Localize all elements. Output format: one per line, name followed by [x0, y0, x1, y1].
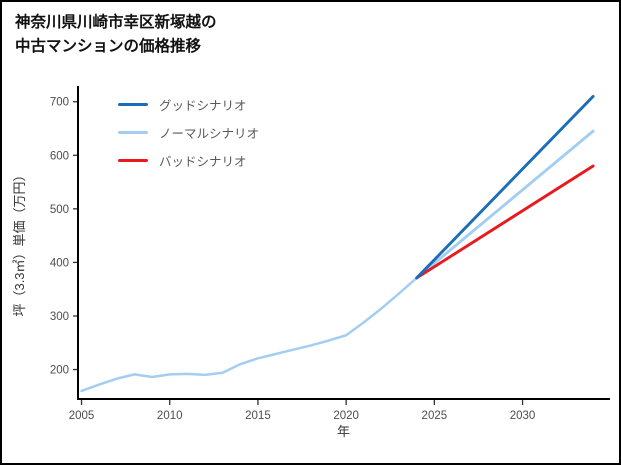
- legend-label: ノーマルシナリオ: [159, 127, 260, 141]
- price-trend-chart: 200 300 400 500 600 700 2005 2010 2015 2020 2025 20…: [12, 86, 610, 439]
- chart-legend: グッドシナリオ ノーマルシナリオ バッドシナリオ: [118, 94, 259, 171]
- page-title-line2: 中古マンションの価格推移: [15, 38, 202, 56]
- y-tick-label: 200: [50, 365, 69, 377]
- y-tick-label: 300: [50, 311, 69, 323]
- legend-item: グッドシナリオ: [118, 94, 259, 115]
- history-line: [80, 276, 418, 393]
- page-title: 神奈川県川崎市幸区新塚越の 中古マンションの価格推移: [15, 11, 217, 59]
- legend-swatch: [118, 159, 148, 162]
- x-tick-label: 2025: [422, 410, 448, 422]
- y-tick-label: 700: [50, 97, 69, 109]
- legend-label: バッドシナリオ: [159, 155, 247, 169]
- legend-label: グッドシナリオ: [159, 99, 247, 113]
- x-tick-label: 2015: [245, 410, 271, 422]
- x-tick-label: 2005: [69, 410, 95, 422]
- x-tick-label: 2030: [510, 410, 536, 422]
- page-title-line1: 神奈川県川崎市幸区新塚越の: [15, 14, 217, 31]
- legend-item: ノーマルシナリオ: [118, 122, 259, 143]
- scenario-line-3: [415, 164, 595, 280]
- scenario-line-1: [415, 94, 595, 280]
- scenario-line-2: [415, 129, 595, 280]
- x-axis-label: 年: [337, 424, 350, 439]
- y-tick-label: 500: [50, 204, 69, 216]
- legend-swatch: [118, 103, 148, 106]
- legend-item: バッドシナリオ: [118, 150, 259, 171]
- x-tick-label: 2020: [333, 410, 359, 422]
- x-tick-label: 2010: [157, 410, 183, 422]
- y-tick-label: 600: [50, 150, 69, 162]
- y-tick-label: 400: [50, 257, 69, 269]
- y-axis-label: 坪（3.3㎡）単価（万円）: [12, 168, 27, 316]
- legend-swatch: [118, 131, 148, 134]
